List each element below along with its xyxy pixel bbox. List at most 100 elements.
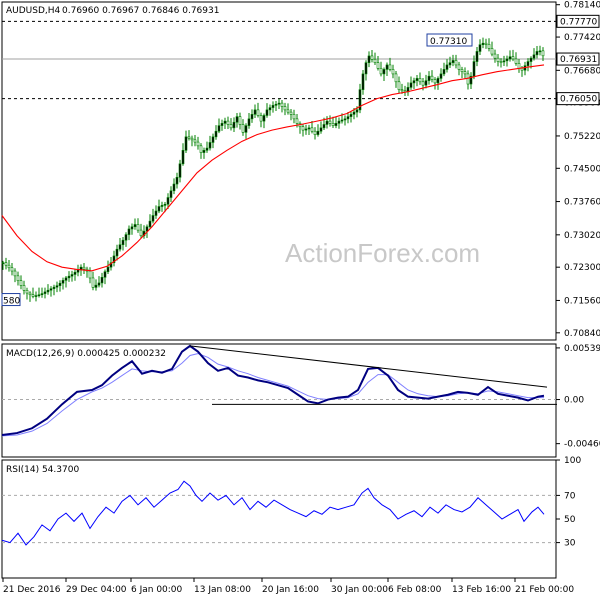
candle-body xyxy=(478,44,482,52)
candle-body xyxy=(283,106,287,111)
candle-body xyxy=(475,51,479,62)
rsi-line xyxy=(1,480,545,546)
candle-body xyxy=(421,81,425,86)
candle-body xyxy=(511,56,515,60)
candle-body xyxy=(7,264,11,269)
candle-body xyxy=(223,120,227,124)
price-tick-label: 0.77420 xyxy=(564,33,600,43)
candle-body xyxy=(484,42,488,45)
candle-body xyxy=(451,60,455,63)
candle-body xyxy=(178,163,182,178)
candle-body xyxy=(385,64,389,70)
candle-body xyxy=(514,58,518,64)
candle-body xyxy=(454,60,458,66)
candle-body xyxy=(157,206,161,212)
candle-body xyxy=(313,130,317,135)
left-annotation-box xyxy=(1,293,21,307)
candle-body xyxy=(517,63,521,69)
candle-body xyxy=(199,145,203,153)
macd-signal-line xyxy=(1,353,544,437)
left-annotation-label: 580 xyxy=(3,297,20,307)
candle-body xyxy=(286,109,290,113)
macd-trendline xyxy=(189,345,548,388)
candle-body xyxy=(4,262,8,266)
candle-body xyxy=(115,248,119,257)
rsi-tick-label: 100 xyxy=(564,456,581,466)
candle-body xyxy=(160,205,164,207)
candle-body xyxy=(184,136,188,151)
candle-body xyxy=(13,270,17,277)
candle-body xyxy=(292,114,296,120)
candle-body xyxy=(208,142,212,149)
candle-body xyxy=(214,130,218,138)
price-panel-title: AUDUSD,H4 xyxy=(6,6,61,16)
candle-body xyxy=(58,282,62,286)
candle-body xyxy=(97,282,101,286)
time-tick-label: 13 Jan 08:00 xyxy=(194,585,251,595)
candle-body xyxy=(364,62,368,75)
candle-body xyxy=(532,54,536,59)
candle-body xyxy=(343,118,347,121)
candle-body xyxy=(442,69,446,75)
candle-body xyxy=(472,61,476,77)
candle-body xyxy=(82,266,86,270)
price-tick-label: 0.74500 xyxy=(564,164,600,174)
high-annotation-label: 0.77310 xyxy=(430,37,467,47)
candle-body xyxy=(154,210,158,216)
candle-body xyxy=(43,291,47,294)
candle-body xyxy=(328,120,332,124)
price-level-label: 0.76931 xyxy=(560,55,597,65)
candle-body xyxy=(94,284,98,288)
candle-body xyxy=(376,62,380,69)
macd-panel-title: MACD(12,26,9) 0.000425 0.000232 xyxy=(6,349,166,359)
candle-body xyxy=(1,262,5,264)
candle-body xyxy=(361,73,365,90)
candle-body xyxy=(166,197,170,205)
time-tick-label: 21 Feb 00:00 xyxy=(515,585,574,595)
candle-body xyxy=(130,226,134,230)
candle-body xyxy=(163,203,167,206)
candle-body xyxy=(226,120,230,125)
candle-body xyxy=(235,116,239,123)
candle-body xyxy=(535,51,539,56)
candle-body xyxy=(319,127,323,132)
candle-body xyxy=(46,289,50,293)
candle-body xyxy=(244,125,248,133)
candle-body xyxy=(106,266,110,272)
candle-body xyxy=(55,285,59,288)
price-level-tag xyxy=(556,14,600,28)
candle-body xyxy=(337,120,341,124)
candle-body xyxy=(538,50,542,53)
candle-body xyxy=(274,103,278,106)
candle-body xyxy=(367,55,371,63)
candle-body xyxy=(508,56,512,60)
candle-body xyxy=(334,123,338,126)
macd-tick-label: 0.00 xyxy=(564,396,584,406)
rsi-tick-label: 70 xyxy=(564,491,576,501)
time-tick-label: 20 Jan 16:00 xyxy=(262,585,319,595)
candle-body xyxy=(169,190,173,198)
macd-tick-label: -0.004606 xyxy=(564,440,600,450)
candle-body xyxy=(325,120,329,125)
candle-body xyxy=(100,276,104,284)
candle-body xyxy=(346,116,350,120)
candle-body xyxy=(391,69,395,75)
candle-body xyxy=(493,53,497,59)
price-tick-label: 0.76680 xyxy=(564,66,600,76)
price-tick-label: 0.72300 xyxy=(564,263,600,273)
candle-body xyxy=(19,280,23,286)
candle-body xyxy=(127,228,131,235)
candle-body xyxy=(439,73,443,79)
candle-body xyxy=(121,239,125,246)
candle-body xyxy=(34,295,38,297)
time-tick-label: 29 Dec 04:00 xyxy=(66,585,127,595)
rsi-panel-title: RSI(14) 54.3700 xyxy=(6,465,79,475)
time-tick-label: 6 Feb 08:00 xyxy=(388,585,442,595)
candle-body xyxy=(340,119,344,122)
price-tick-label: 0.71560 xyxy=(564,296,600,306)
candle-body xyxy=(322,124,326,129)
candle-body xyxy=(358,89,362,111)
candle-body xyxy=(490,48,494,55)
time-tick-label: 21 Dec 2016 xyxy=(3,585,61,595)
candle-body xyxy=(529,57,533,62)
